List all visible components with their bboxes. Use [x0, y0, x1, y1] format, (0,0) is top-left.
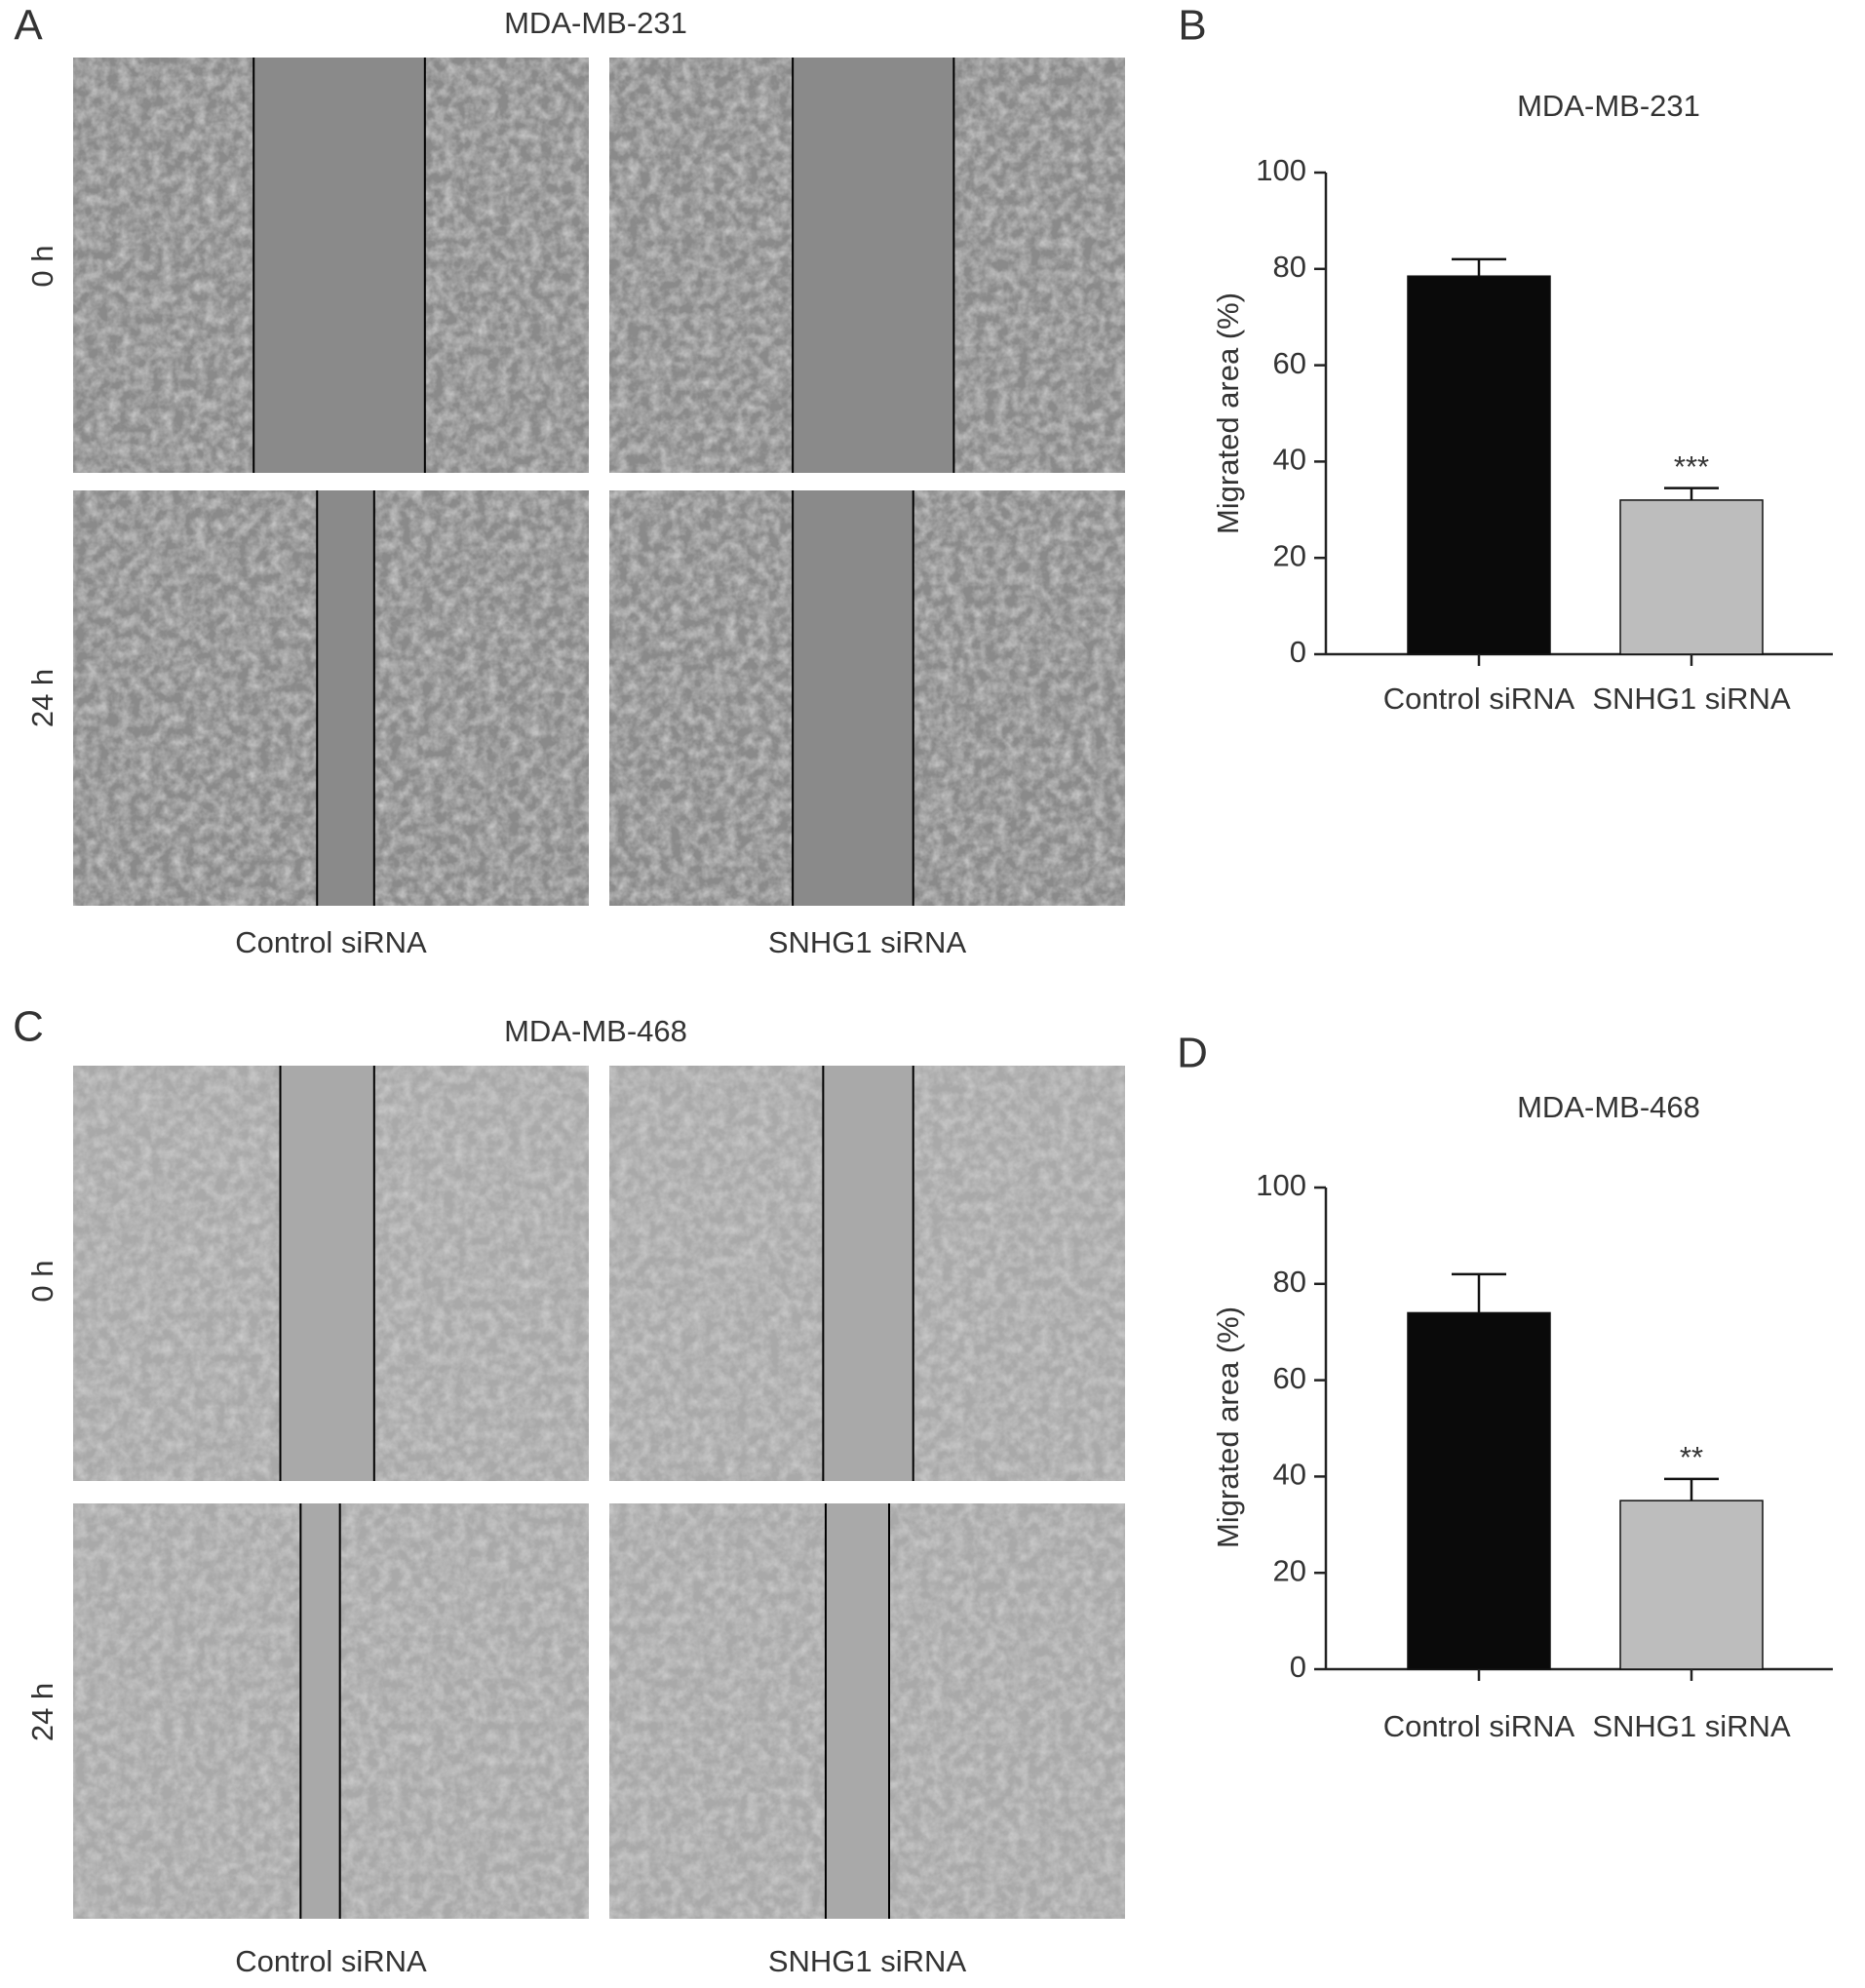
x-tick-label: Control siRNA — [1383, 682, 1575, 716]
micrograph — [73, 1503, 589, 1919]
scratch-gap — [300, 1503, 340, 1919]
column-label: SNHG1 siRNA — [768, 1944, 967, 1978]
x-tick-label: SNHG1 siRNA — [1592, 1709, 1791, 1743]
row-label: 24 h — [25, 669, 59, 727]
panel-title: MDA-MB-231 — [504, 6, 687, 40]
chart-title: MDA-MB-468 — [1517, 1090, 1700, 1124]
y-tick-label: 100 — [1256, 153, 1306, 187]
scratch-gap — [823, 1066, 913, 1481]
significance: ** — [1680, 1440, 1703, 1474]
y-tick-label: 80 — [1273, 250, 1306, 284]
scratch-gap — [280, 1066, 374, 1481]
micrograph — [73, 58, 589, 473]
bar — [1407, 275, 1551, 655]
y-tick-label: 60 — [1273, 346, 1306, 380]
y-axis-label: Migrated area (%) — [1211, 292, 1245, 534]
x-tick-label: SNHG1 siRNA — [1592, 682, 1791, 716]
panel-label: B — [1178, 2, 1206, 50]
micrograph — [609, 490, 1125, 906]
x-tick-label: Control siRNA — [1383, 1709, 1575, 1743]
micrograph — [73, 490, 589, 906]
column-label: Control siRNA — [235, 925, 427, 959]
row-label: 24 h — [25, 1683, 59, 1741]
row-label: 0 h — [25, 1260, 59, 1302]
micrograph — [609, 1066, 1125, 1481]
column-label: SNHG1 siRNA — [768, 925, 967, 959]
micrograph — [609, 58, 1125, 473]
y-tick-label: 80 — [1273, 1265, 1306, 1299]
scratch-gap — [825, 1503, 890, 1919]
y-tick-label: 0 — [1290, 1650, 1306, 1684]
y-axis-label: Migrated area (%) — [1211, 1306, 1245, 1548]
bar — [1407, 1311, 1551, 1670]
chart-title: MDA-MB-231 — [1517, 89, 1700, 123]
significance: *** — [1674, 449, 1709, 484]
y-tick-label: 40 — [1273, 1458, 1306, 1492]
y-tick-label: 0 — [1290, 635, 1306, 669]
panel-title: MDA-MB-468 — [504, 1014, 687, 1048]
y-tick-label: 40 — [1273, 443, 1306, 477]
scratch-gap — [317, 490, 374, 906]
scratch-gap — [793, 58, 954, 473]
bar — [1619, 499, 1764, 655]
y-tick-label: 100 — [1256, 1168, 1306, 1202]
panel-label: A — [14, 2, 43, 50]
scratch-gap — [793, 490, 913, 906]
micrograph — [609, 1503, 1125, 1919]
panel-label: D — [1177, 1030, 1208, 1077]
y-tick-label: 20 — [1273, 1553, 1306, 1587]
y-tick-label: 20 — [1273, 538, 1306, 572]
panel-label: C — [13, 1003, 44, 1051]
micrograph — [73, 1066, 589, 1481]
y-tick-label: 60 — [1273, 1361, 1306, 1395]
column-label: Control siRNA — [235, 1944, 427, 1978]
bar — [1619, 1500, 1764, 1670]
scratch-gap — [253, 58, 425, 473]
row-label: 0 h — [25, 245, 59, 287]
